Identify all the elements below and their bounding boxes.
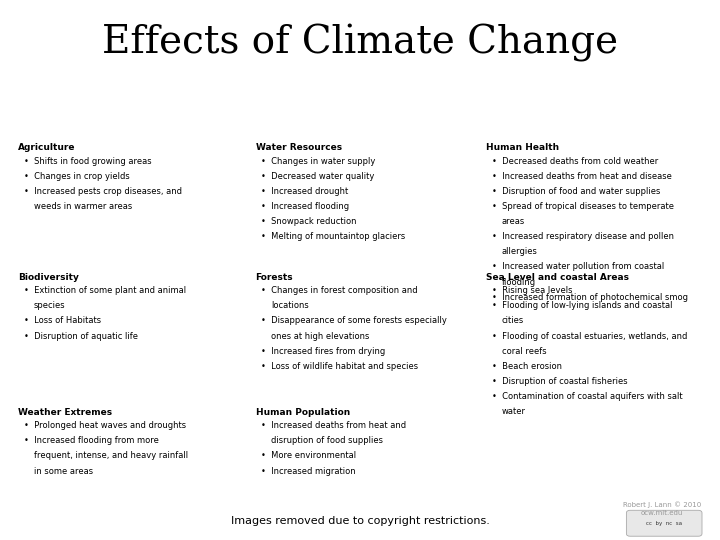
Text: •  Increased formation of photochemical smog: • Increased formation of photochemical s… <box>492 293 688 302</box>
Text: •  Increased flooding from more: • Increased flooding from more <box>24 436 158 446</box>
Text: •  Decreased water quality: • Decreased water quality <box>261 172 374 181</box>
Text: water: water <box>502 407 526 416</box>
Text: •  Contamination of coastal aquifers with salt: • Contamination of coastal aquifers with… <box>492 392 683 401</box>
Text: frequent, intense, and heavy rainfall: frequent, intense, and heavy rainfall <box>34 451 188 461</box>
Text: cc  by  nc  sa: cc by nc sa <box>646 521 683 526</box>
Text: locations: locations <box>271 301 309 310</box>
Text: •  More environmental: • More environmental <box>261 451 356 461</box>
Text: •  Melting of mountaintop glaciers: • Melting of mountaintop glaciers <box>261 232 405 241</box>
Text: Human Health: Human Health <box>486 143 559 152</box>
Text: Forests: Forests <box>256 273 293 282</box>
Text: weeds in warmer areas: weeds in warmer areas <box>34 202 132 211</box>
Text: •  Increased drought: • Increased drought <box>261 187 348 196</box>
Text: •  Increased deaths from heat and: • Increased deaths from heat and <box>261 421 407 430</box>
Text: •  Increased flooding: • Increased flooding <box>261 202 349 211</box>
Text: Agriculture: Agriculture <box>18 143 76 152</box>
Text: •  Disruption of aquatic life: • Disruption of aquatic life <box>24 332 138 341</box>
Text: •  Changes in water supply: • Changes in water supply <box>261 157 376 166</box>
Text: •  Disappearance of some forests especially: • Disappearance of some forests especial… <box>261 316 447 326</box>
Text: Robert J. Lann © 2010: Robert J. Lann © 2010 <box>623 501 701 508</box>
Text: coral reefs: coral reefs <box>502 347 546 356</box>
Text: Weather Extremes: Weather Extremes <box>18 408 112 417</box>
FancyBboxPatch shape <box>626 510 702 536</box>
Text: allergies: allergies <box>502 247 538 256</box>
Text: •  Increased pests crop diseases, and: • Increased pests crop diseases, and <box>24 187 181 196</box>
Text: •  Increased deaths from heat and disease: • Increased deaths from heat and disease <box>492 172 672 181</box>
Text: •  Disruption of coastal fisheries: • Disruption of coastal fisheries <box>492 377 627 386</box>
Text: in some areas: in some areas <box>34 467 93 476</box>
Text: •  Disruption of food and water supplies: • Disruption of food and water supplies <box>492 187 660 196</box>
Text: areas: areas <box>502 217 525 226</box>
Text: •  Beach erosion: • Beach erosion <box>492 362 562 371</box>
Text: species: species <box>34 301 66 310</box>
Text: Human Population: Human Population <box>256 408 350 417</box>
Text: •  Increased fires from drying: • Increased fires from drying <box>261 347 386 356</box>
Text: disruption of food supplies: disruption of food supplies <box>271 436 384 446</box>
Text: •  Extinction of some plant and animal: • Extinction of some plant and animal <box>24 286 186 295</box>
Text: •  Increased water pollution from coastal: • Increased water pollution from coastal <box>492 262 664 272</box>
Text: •  Increased respiratory disease and pollen: • Increased respiratory disease and poll… <box>492 232 674 241</box>
Text: cities: cities <box>502 316 524 326</box>
Text: flooding: flooding <box>502 278 536 287</box>
Text: •  Flooding of coastal estuaries, wetlands, and: • Flooding of coastal estuaries, wetland… <box>492 332 687 341</box>
Text: •  Changes in crop yields: • Changes in crop yields <box>24 172 130 181</box>
Text: •  Changes in forest composition and: • Changes in forest composition and <box>261 286 418 295</box>
Text: •  Loss of wildlife habitat and species: • Loss of wildlife habitat and species <box>261 362 418 371</box>
Text: •  Flooding of low-lying islands and coastal: • Flooding of low-lying islands and coas… <box>492 301 672 310</box>
Text: •  Shifts in food growing areas: • Shifts in food growing areas <box>24 157 151 166</box>
Text: Water Resources: Water Resources <box>256 143 342 152</box>
Text: Images removed due to copyright restrictions.: Images removed due to copyright restrict… <box>230 516 490 526</box>
Text: •  Prolonged heat waves and droughts: • Prolonged heat waves and droughts <box>24 421 186 430</box>
Text: •  Rising sea levels: • Rising sea levels <box>492 286 572 295</box>
Text: Biodiversity: Biodiversity <box>18 273 79 282</box>
Text: ocw.mit.edu: ocw.mit.edu <box>641 510 683 516</box>
Text: •  Loss of Habitats: • Loss of Habitats <box>24 316 101 326</box>
Text: •  Snowpack reduction: • Snowpack reduction <box>261 217 357 226</box>
Text: •  Spread of tropical diseases to temperate: • Spread of tropical diseases to tempera… <box>492 202 674 211</box>
Text: •  Decreased deaths from cold weather: • Decreased deaths from cold weather <box>492 157 658 166</box>
Text: Sea Level and coastal Areas: Sea Level and coastal Areas <box>486 273 629 282</box>
Text: Effects of Climate Change: Effects of Climate Change <box>102 24 618 62</box>
Text: ones at high elevations: ones at high elevations <box>271 332 370 341</box>
Text: •  Increased migration: • Increased migration <box>261 467 356 476</box>
